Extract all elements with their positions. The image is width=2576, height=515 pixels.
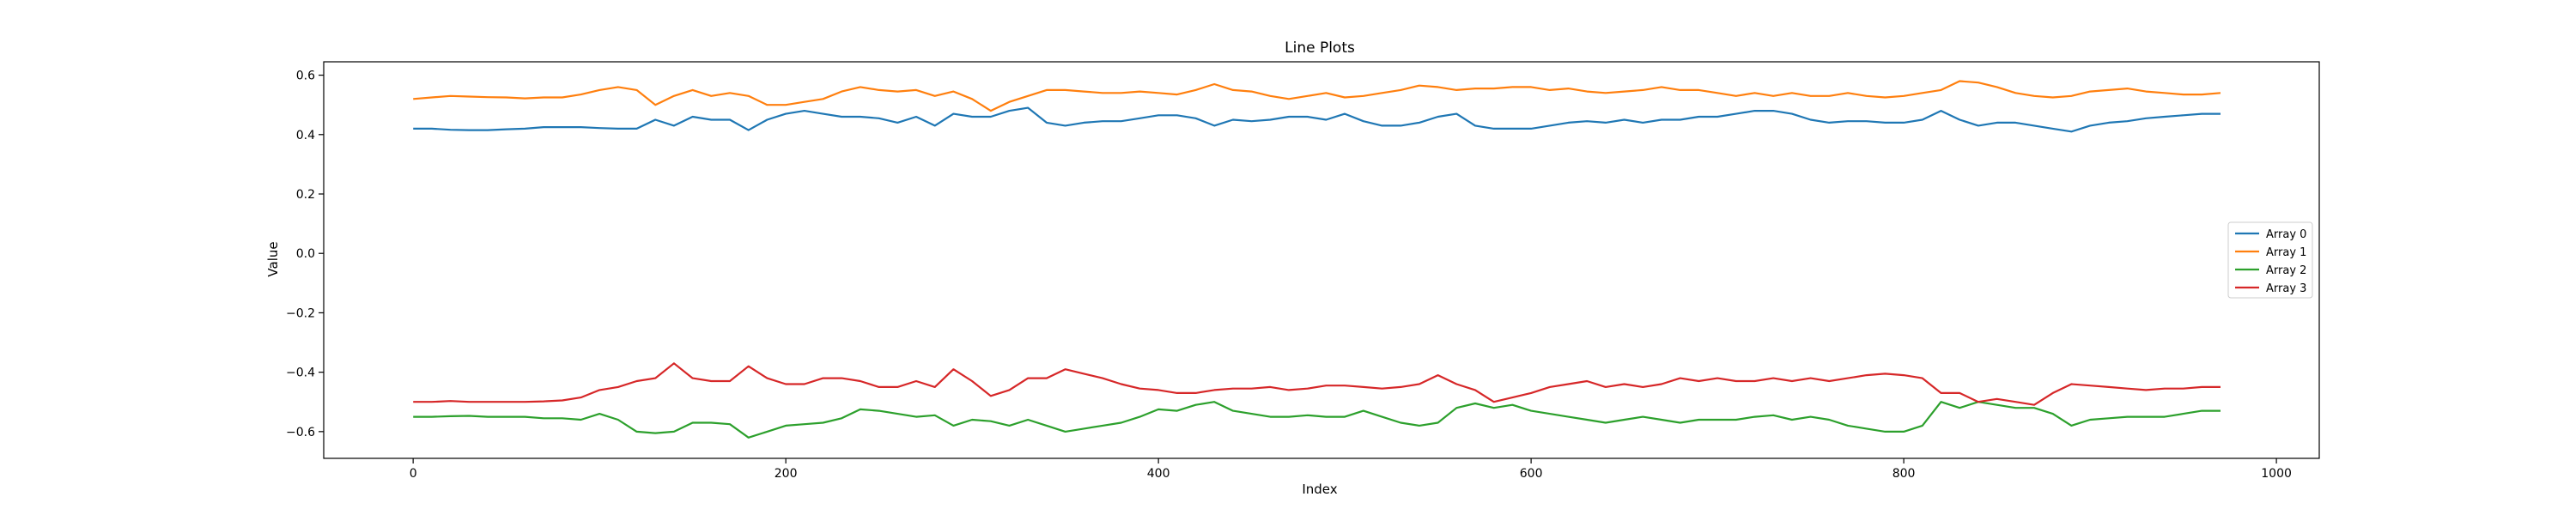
legend-label-array-1: Array 1 (2266, 246, 2306, 259)
series-line-array-2 (413, 401, 2221, 439)
x-tick-label: 200 (775, 467, 798, 481)
series-line-array-1 (413, 80, 2221, 112)
legend-label-array-2: Array 2 (2266, 264, 2306, 277)
y-tick-label: −0.6 (286, 426, 315, 439)
x-tick-label: 400 (1147, 467, 1170, 481)
y-tick-label: 0.0 (296, 247, 315, 261)
legend: Array 0 Array 1 Array 2 Array 3 (2227, 221, 2313, 299)
plot-area: 0 200 400 600 800 1000 −0.6 −0.4 −0.2 0.0 0.2 0.4 0.… (286, 61, 2320, 481)
y-tick-label: 0.4 (296, 129, 315, 142)
x-tick-label: 800 (1893, 467, 1916, 481)
series-line-array-3 (413, 362, 2221, 406)
legend-label-array-3: Array 3 (2266, 282, 2306, 295)
y-tick-label: −0.2 (286, 306, 315, 320)
x-tick-label: 0 (410, 467, 417, 481)
y-tick-label: 0.6 (296, 70, 315, 83)
y-axis-label: Value (265, 241, 281, 276)
chart-title: Line Plots (1285, 39, 1355, 57)
legend-box (2227, 221, 2313, 299)
legend-label-array-0: Array 0 (2266, 228, 2306, 241)
axes-frame (323, 61, 2320, 459)
y-tick-label: 0.2 (296, 188, 315, 202)
series-line-array-0 (413, 106, 2221, 133)
x-axis-label: Index (1302, 482, 1337, 497)
y-tick-label: −0.4 (286, 367, 315, 380)
x-tick-label: 1000 (2261, 467, 2292, 481)
x-tick-label: 600 (1520, 467, 1543, 481)
